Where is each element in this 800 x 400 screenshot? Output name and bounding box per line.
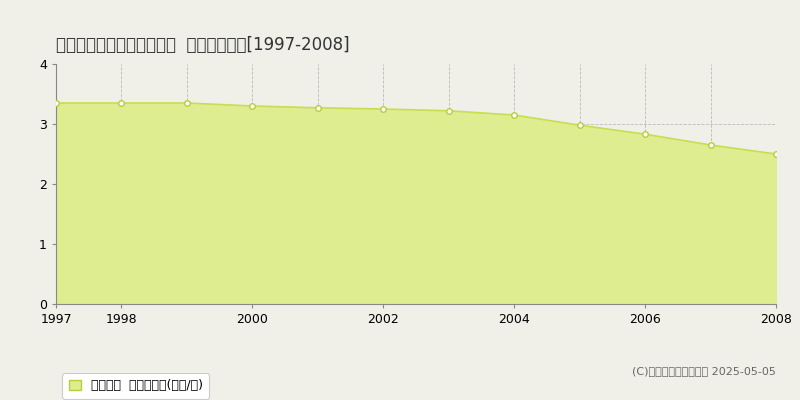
Text: (C)土地価格ドットコム 2025-05-05: (C)土地価格ドットコム 2025-05-05 — [632, 366, 776, 376]
Legend: 基準地価  平均坪単価(万円/坪): 基準地価 平均坪単価(万円/坪) — [62, 373, 210, 398]
Text: 上北郡野辺地町下御手洗瀬  基準地価推移[1997-2008]: 上北郡野辺地町下御手洗瀬 基準地価推移[1997-2008] — [56, 36, 350, 54]
